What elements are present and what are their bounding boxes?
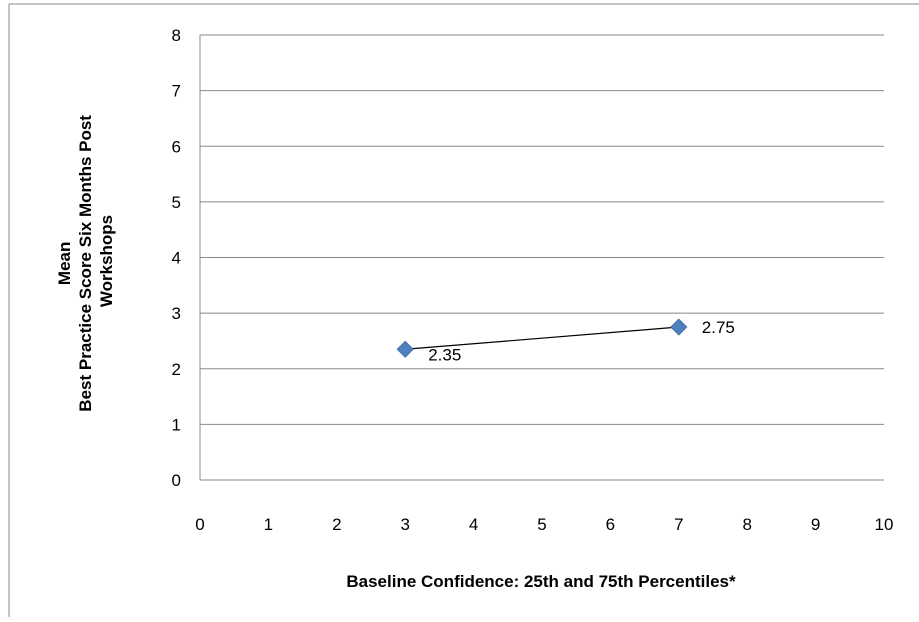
data-label: 2.75: [702, 318, 735, 337]
y-tick-label: 0: [172, 471, 181, 490]
y-axis-title-line-1: Mean: [55, 242, 74, 285]
y-tick-label: 2: [172, 360, 181, 379]
data-point-marker: [396, 340, 414, 358]
series-layer: [396, 318, 688, 358]
x-tick-label: 6: [606, 515, 615, 534]
x-tick-label: 5: [537, 515, 546, 534]
x-tick-label: 3: [400, 515, 409, 534]
x-tick-label: 2: [332, 515, 341, 534]
series-line: [405, 326, 679, 350]
y-axis-title: Mean Best Practice Score Six Months Post…: [55, 110, 116, 411]
axis-layer: 0 1 2 3 4 5 6 7 8 0 1 2 3 4 5 6 7 8 9 10: [172, 26, 894, 534]
data-point-marker: [670, 318, 688, 336]
x-axis-title: Baseline Confidence: 25th and 75th Perce…: [346, 572, 736, 591]
y-tick-label: 1: [172, 415, 181, 434]
grid-layer: [200, 34, 884, 481]
x-tick-label: 8: [742, 515, 751, 534]
label-layer: 2.35 2.75: [428, 318, 735, 364]
x-tick-label: 7: [674, 515, 683, 534]
y-axis-title-line-2: Best Practice Score Six Months Post: [76, 115, 95, 412]
y-tick-label: 7: [172, 82, 181, 101]
x-tick-label: 9: [811, 515, 820, 534]
data-label: 2.35: [428, 345, 461, 364]
y-tick-label: 6: [172, 137, 181, 156]
y-tick-label: 3: [172, 304, 181, 323]
y-tick-label: 5: [172, 193, 181, 212]
y-axis-title-line-3: Workshops: [97, 215, 116, 307]
x-tick-label: 10: [875, 515, 894, 534]
y-tick-label: 4: [172, 249, 181, 268]
x-tick-label: 4: [469, 515, 478, 534]
y-tick-label: 8: [172, 26, 181, 45]
x-tick-label: 0: [195, 515, 204, 534]
x-tick-label: 1: [264, 515, 273, 534]
